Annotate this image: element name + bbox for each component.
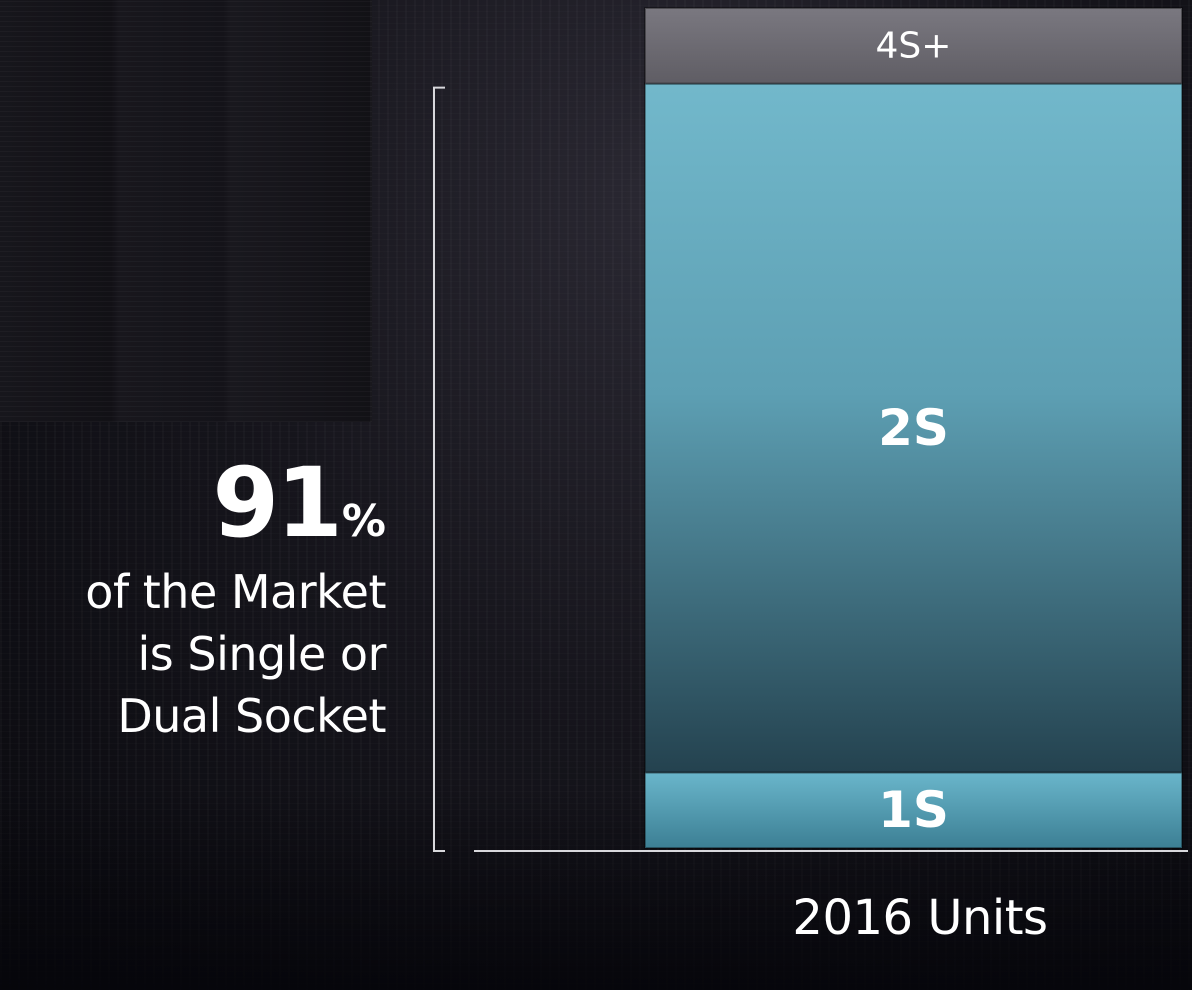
headline-line-3: Dual Socket <box>117 689 386 743</box>
headline: 91% of the Market is Single or Dual Sock… <box>85 455 386 747</box>
headline-unit: % <box>341 496 386 547</box>
bar-segment-4s-plus <box>644 7 1183 85</box>
bracket-line <box>433 86 445 852</box>
segment-label-2s: 2S <box>878 399 949 457</box>
server-rack-image <box>0 0 372 422</box>
headline-line-2: is Single or <box>137 627 387 681</box>
bar-stack: 1S 2S 4S+ <box>644 7 1183 850</box>
headline-stat: 91% <box>85 455 386 551</box>
headline-number: 91 <box>212 447 343 559</box>
segment-label-4s-plus: 4S+ <box>876 25 952 66</box>
headline-subtext: of the Market is Single or Dual Socket <box>85 561 386 747</box>
x-axis-label: 2016 Units <box>792 890 1048 946</box>
bar-segment-1s <box>644 771 1183 850</box>
segment-label-1s: 1S <box>878 781 949 839</box>
bar-segment-2s <box>644 82 1183 774</box>
y-bracket <box>433 86 445 852</box>
headline-line-1: of the Market <box>85 565 386 619</box>
